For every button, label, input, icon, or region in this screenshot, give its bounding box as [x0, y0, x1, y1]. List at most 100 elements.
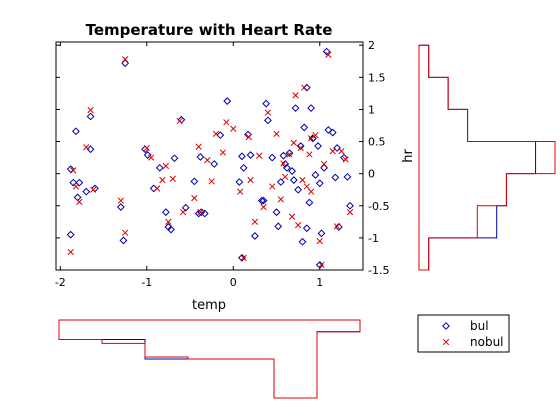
- point-nobul: [208, 178, 215, 185]
- point-nobul: [303, 183, 310, 190]
- x-tick-label: 0: [230, 276, 237, 289]
- point-bul: [167, 225, 175, 234]
- y-tick-label: 0: [368, 168, 375, 181]
- point-bul: [246, 151, 255, 159]
- point-bul: [279, 151, 288, 160]
- point-nobul: [122, 229, 129, 236]
- point-bul: [291, 104, 300, 113]
- point-bul: [302, 224, 311, 233]
- point-nobul: [245, 133, 253, 141]
- point-bul: [274, 222, 283, 231]
- point-nobul: [240, 254, 247, 261]
- point-bul: [276, 178, 285, 186]
- hr-histogram-nobul: [418, 44, 556, 271]
- point-bul: [170, 154, 179, 163]
- point-bul: [282, 163, 291, 172]
- point-bul: [155, 163, 164, 172]
- point-bul: [66, 230, 75, 239]
- point-nobul: [273, 130, 280, 137]
- point-bul: [288, 167, 296, 176]
- point-nobul: [333, 223, 341, 230]
- point-bul: [314, 142, 322, 150]
- legend: bul nobul: [417, 314, 510, 353]
- point-bul: [268, 153, 277, 162]
- point-bul: [289, 176, 298, 184]
- legend-box: [417, 314, 510, 353]
- point-nobul: [288, 213, 296, 220]
- point-bul: [311, 171, 320, 179]
- point-nobul: [346, 209, 354, 216]
- point-nobul: [264, 109, 272, 116]
- point-nobul: [87, 106, 94, 114]
- point-nobul: [260, 203, 267, 211]
- point-nobul: [301, 84, 308, 91]
- point-nobul: [342, 156, 349, 163]
- point-nobul: [165, 218, 172, 225]
- point-nobul: [306, 151, 313, 158]
- x-tick-label: -1: [141, 276, 152, 289]
- point-nobul: [176, 117, 183, 125]
- point-bul: [149, 184, 158, 193]
- point-bul: [322, 47, 331, 56]
- point-bul: [300, 123, 309, 132]
- point-bul: [315, 179, 324, 188]
- point-bul: [82, 187, 91, 196]
- point-nobul: [251, 218, 259, 225]
- y-tick-label: -0.5: [368, 200, 389, 213]
- point-bul: [190, 177, 199, 186]
- y-tick-label: -1.5: [368, 264, 389, 277]
- point-bul: [272, 208, 281, 217]
- point-bul: [317, 229, 326, 238]
- point-nobul: [70, 167, 77, 174]
- point-nobul: [147, 154, 155, 161]
- point-nobul: [237, 188, 244, 195]
- point-nobul: [320, 160, 328, 168]
- point-bul: [259, 196, 268, 205]
- point-bul: [328, 128, 337, 137]
- legend-marker-nobul: [442, 338, 450, 346]
- point-bul: [262, 99, 271, 108]
- point-bul: [200, 209, 209, 218]
- y-axis-ticks: -1.5 -1 -0.5 0 0.5 1 1.5 2: [56, 39, 389, 277]
- point-nobul: [204, 157, 211, 164]
- x-axis-ticks: -2 -1 0 1: [55, 42, 323, 289]
- legend-label-bul: bul: [470, 319, 489, 333]
- point-bul: [86, 112, 95, 121]
- scatter-chart: Temperature with Heart Rate -2 -1 0 1 -1.5 -…: [55, 21, 416, 313]
- point-bul: [119, 236, 128, 245]
- hr-histogram: [418, 44, 556, 271]
- point-bul: [210, 160, 219, 168]
- point-nobul: [179, 209, 187, 216]
- point-bul: [181, 203, 190, 212]
- point-nobul: [325, 51, 332, 58]
- y-tick-label: 1: [368, 103, 375, 116]
- point-nobul: [162, 162, 169, 170]
- point-nobul: [269, 183, 276, 190]
- y-tick-label: 1.5: [368, 71, 386, 84]
- point-nobul: [292, 92, 299, 99]
- point-bul: [263, 116, 272, 125]
- point-bul: [294, 185, 303, 194]
- legend-label-nobul: nobul: [470, 335, 504, 349]
- x-axis-label: temp: [192, 298, 226, 313]
- point-nobul: [195, 143, 202, 150]
- point-nobul: [307, 135, 315, 142]
- point-bul: [305, 198, 314, 207]
- point-bul: [343, 172, 352, 181]
- chart-title: Temperature with Heart Rate: [86, 21, 333, 39]
- point-nobul: [307, 188, 315, 195]
- point-nobul: [154, 185, 161, 192]
- point-bul: [235, 178, 244, 186]
- point-bul: [223, 97, 232, 105]
- point-bul: [298, 237, 307, 246]
- point-bul: [324, 126, 333, 134]
- point-nobul: [117, 197, 125, 204]
- point-bul: [346, 201, 354, 210]
- plot-area-frame: [55, 41, 364, 271]
- point-nobul: [286, 151, 293, 158]
- y-tick-label: -1: [368, 232, 379, 245]
- x-tick-label: -2: [55, 276, 66, 289]
- point-bul: [143, 151, 152, 159]
- temp-histogram: [58, 319, 361, 399]
